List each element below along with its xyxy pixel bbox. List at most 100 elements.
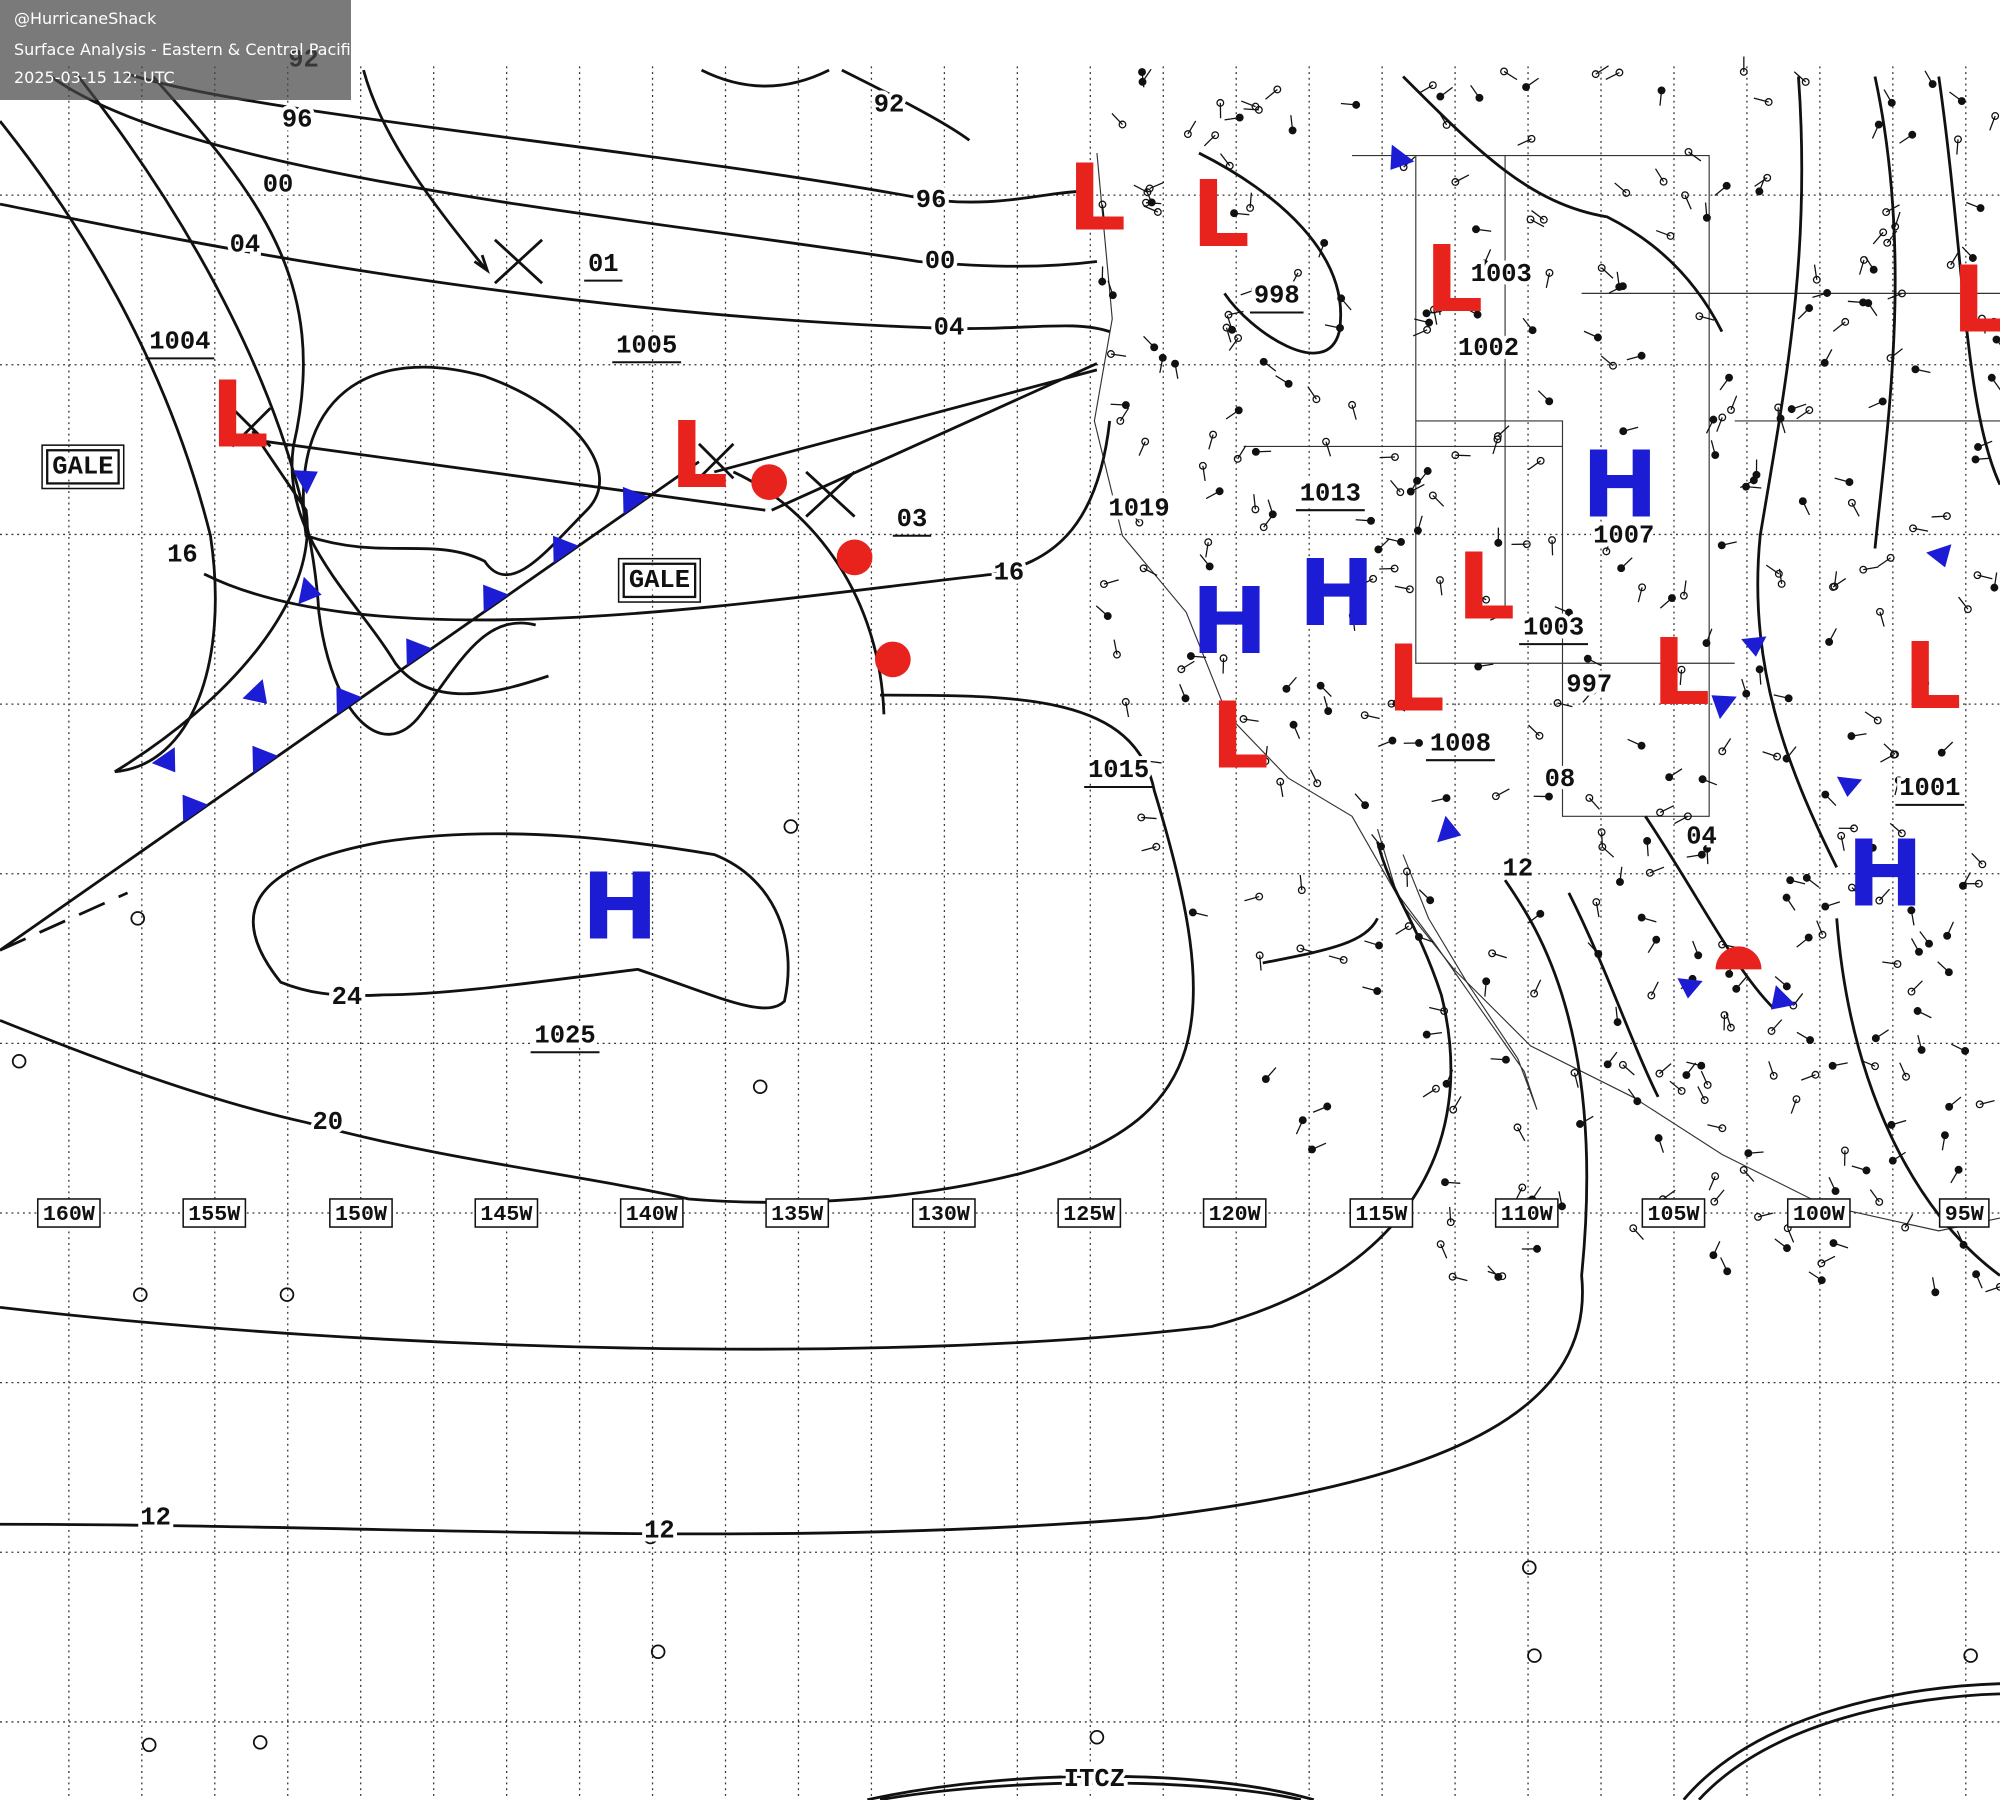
longitude-box [1786,1198,1851,1228]
station [1860,256,1868,264]
station [1656,808,1665,817]
wind-barb [1787,1227,1795,1243]
header-title: Surface Analysis - Eastern & Central Pac… [14,40,416,59]
station [1449,1105,1458,1114]
station [1963,1648,1978,1663]
station [1897,829,1906,838]
wind-barb [1705,628,1713,644]
station [1558,1202,1566,1211]
station [1902,1072,1911,1081]
wind-barb [1241,100,1256,108]
cold-front-pip [1390,144,1415,170]
wind-barb [1605,71,1620,81]
longitude-box [329,1198,393,1228]
wind-barb [1894,211,1901,227]
isobar-label: 04 [230,231,261,260]
wind-barb [1487,1265,1499,1278]
wind-barb [1834,477,1850,483]
wind-barb [1975,1273,1983,1289]
wind-barb [1528,724,1540,737]
station [1141,437,1150,446]
pressure-system: L [1652,619,1711,726]
wind-barb [1851,733,1867,737]
cold-front-pip [1437,815,1462,843]
station [1837,831,1846,840]
wind-barb [1904,1213,1914,1228]
wind-barb [1699,315,1715,321]
wind-barb [1437,299,1441,316]
wind-barb [1991,377,2000,391]
wind-barb [1554,606,1570,614]
wind-barb [1745,486,1762,489]
wind-barb [1910,938,1920,953]
station [1718,747,1727,756]
station [1847,498,1856,507]
wind-barb [1419,84,1434,94]
station [130,911,146,926]
wind-barb [1422,1088,1437,1098]
isobar [127,72,1085,204]
wind-barb [1264,745,1268,762]
wind-barb [1396,698,1412,704]
station [1754,1212,1762,1221]
wind-barb [1309,769,1318,784]
pressure-system: H [1581,431,1658,538]
station [643,1529,658,1545]
station [1618,1060,1627,1069]
wind-barb [1840,835,1845,851]
isobar [75,73,537,736]
station [1991,112,2000,120]
station [1436,1240,1445,1249]
station [1709,1251,1718,1260]
longitude-box [36,1198,101,1228]
isobar [1682,1682,2000,1800]
wind-barb [1692,940,1699,956]
isobar [251,832,790,1010]
wind-barb [1620,557,1633,569]
wind-barb [1911,682,1926,691]
wind-barb [1899,134,1913,144]
gale-label: GALE [629,566,690,595]
wind-barb [1243,718,1259,722]
station [1225,161,1234,170]
wind-barb [1440,1243,1448,1259]
wind-barb [1587,658,1602,667]
station [1527,1648,1542,1663]
station [1697,1061,1706,1070]
station [1522,1560,1537,1575]
wind-barb [1417,515,1423,531]
wind-barb [1390,479,1401,493]
station [1622,188,1631,197]
wind-barb [1832,321,1846,332]
wind-barb [1697,1086,1706,1101]
wind-barb [1716,417,1723,432]
isobar [0,693,1195,1204]
wind-barb [1705,419,1714,434]
wind-barb [1470,270,1487,275]
pressure-system: L [1952,247,2000,354]
wind-barb [1551,540,1554,556]
wind-barb [1255,450,1272,453]
longitude-box [619,1198,684,1228]
wind-barb [1910,910,1915,926]
station [1339,956,1348,964]
isobar-label: 1015 [1088,756,1149,785]
wind-barb [1128,510,1140,523]
isobar-label: 04 [934,314,965,343]
wind-barb [1702,778,1718,786]
wind-barb [1225,327,1232,343]
wind-barb [1340,102,1357,106]
wind-barb [1796,1031,1811,1041]
wind-barb [1299,874,1303,891]
longitude-label: 115W [1355,1202,1407,1227]
wind-barb [1637,587,1643,603]
wind-barb [1700,1070,1709,1086]
wind-barb [1616,271,1620,288]
wind-barb [1414,318,1430,324]
station [279,1287,295,1302]
station [1320,238,1329,247]
pressure-system: L [1425,226,1484,333]
wind-barb [1588,797,1600,810]
cold-front-pip [1836,776,1863,797]
